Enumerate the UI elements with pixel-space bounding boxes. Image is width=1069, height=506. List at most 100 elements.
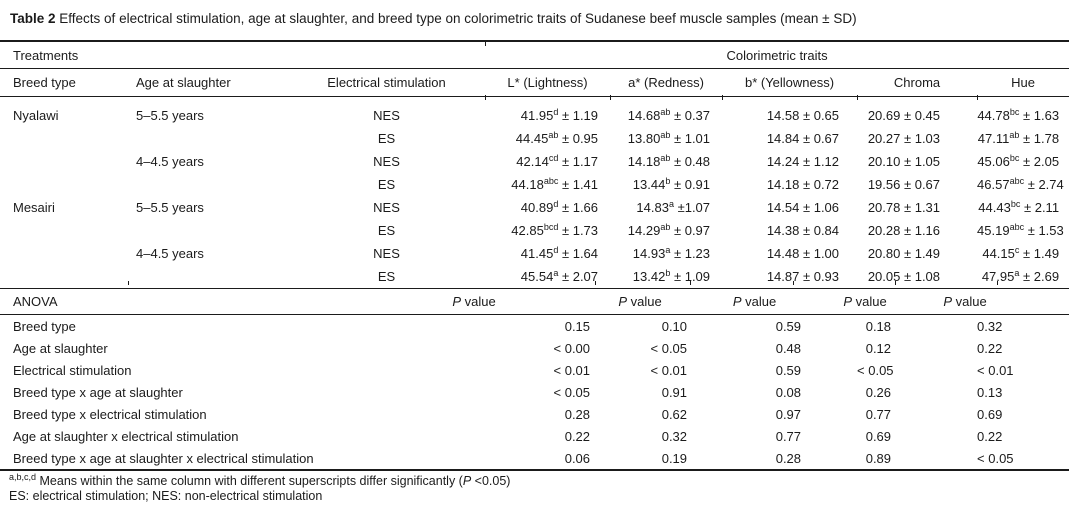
data-rows: Nyalawi 5–5.5 years NES 41.95d ± 1.19 14.68a… [0, 97, 1069, 289]
anova-effect-label: Age at slaughter x electrical stimulatio… [13, 428, 239, 444]
breed-cell [0, 242, 120, 265]
pvalue-p: P [452, 294, 461, 309]
pvalue-p: P [618, 294, 628, 309]
table-row: ES 44.45ab ± 0.95 13.80ab ± 1.01 14.84 ± 0.… [0, 127, 1069, 150]
age-cell [120, 173, 288, 196]
pvalue-word: value [852, 294, 887, 309]
stimulation-cell: NES [373, 108, 400, 123]
age-cell: 4–4.5 years [136, 154, 204, 169]
pvalue-cell-redness: 0.32 [661, 428, 688, 444]
pvalue-cell-lightness: 0.28 [564, 406, 591, 422]
chroma-value-cell: 20.05 ± 1.08 [867, 269, 941, 284]
age-cell [120, 219, 288, 242]
redness-value-cell: 14.83a ±1.07 [636, 199, 711, 216]
pvalue-cell-chroma: 0.18 [865, 318, 892, 334]
pvalue-cell-chroma: 0.77 [865, 406, 892, 422]
chroma-value-cell: 20.10 ± 1.05 [867, 154, 941, 169]
anova-effect-row: Breed type x electrical stimulation 0.28 0… [0, 403, 1069, 425]
pvalue-cell-yellowness: 0.59 [775, 362, 802, 378]
chroma-value-cell: 19.56 ± 0.67 [867, 177, 941, 192]
stimulation-cell: NES [373, 246, 400, 261]
hue-value-cell: 46.57abc ± 2.74 [977, 176, 1064, 193]
anova-effect-label: Breed type x age at slaughter x electric… [13, 450, 314, 466]
anova-effect-label: Breed type x electrical stimulation [13, 406, 207, 422]
treatments-header: Treatments [0, 41, 486, 69]
hue-value-cell: 44.15c ± 1.49 [982, 245, 1060, 262]
age-cell [120, 265, 288, 289]
hue-value-cell: 44.43bc ± 2.11 [978, 199, 1060, 216]
pvalue-cell-chroma: 0.26 [865, 384, 892, 400]
table-row: 4–4.5 years NES 41.45d ± 1.64 14.93a ± 1.23… [0, 242, 1069, 265]
pvalue-cell-hue: < 0.01 [977, 362, 1014, 378]
pvalue-p: P [732, 294, 742, 309]
group-header-row: Treatments Colorimetric traits [0, 41, 1069, 69]
pvalue-word: value [627, 294, 662, 309]
table-row: ES 45.54a ± 2.07 13.42b ± 1.09 14.87 ± 0.93… [0, 265, 1069, 289]
anova-effect-row: Age at slaughter x electrical stimulatio… [0, 425, 1069, 447]
colorimetric-traits-header: Colorimetric traits [485, 41, 1069, 69]
redness-value-cell: 14.29ab ± 0.97 [627, 222, 711, 239]
stimulation-cell: ES [377, 177, 396, 192]
anova-effect-row: Breed type x age at slaughter x electric… [0, 447, 1069, 470]
pvalue-cell-redness: < 0.01 [650, 362, 688, 378]
pvalue-cell-hue: 0.69 [977, 406, 1003, 422]
redness-value-cell: 13.44b ± 0.91 [632, 176, 711, 193]
lightness-value-cell: 41.95d ± 1.19 [520, 107, 599, 124]
hue-value-cell: 47.11ab ± 1.78 [977, 130, 1060, 147]
pvalue-cell-redness: 0.19 [661, 450, 688, 466]
breed-cell [0, 127, 120, 150]
table-caption: Table 2 Effects of electrical stimulatio… [0, 0, 1069, 40]
breed-cell: Mesairi [13, 200, 55, 215]
rule-tick [895, 281, 896, 285]
yellowness-value-cell: 14.18 ± 0.72 [766, 177, 840, 192]
pvalue-cell-lightness: 0.22 [564, 428, 591, 444]
redness-value-cell: 14.18ab ± 0.48 [627, 153, 711, 170]
rule-tick [595, 281, 596, 285]
redness-value-cell: 14.68ab ± 0.37 [627, 107, 711, 124]
anova-effect-row: Breed type 0.15 0.10 0.59 0.18 0.32 [0, 315, 1069, 338]
rule-tick [997, 281, 998, 285]
pvalue-cell-yellowness: 0.59 [775, 318, 802, 334]
pvalue-header-hue: P value [943, 288, 1069, 315]
rule-tick [722, 95, 723, 100]
pvalue-cell-lightness: < 0.00 [553, 340, 591, 356]
anova-header-row: ANOVA P value P value P value P value P … [0, 288, 1069, 315]
table-row: ES 44.18abc ± 1.41 13.44b ± 0.91 14.18 ± 0.… [0, 173, 1069, 196]
pvalue-cell-hue: < 0.05 [977, 450, 1014, 466]
pvalue-cell-hue: 0.13 [977, 384, 1003, 400]
pvalue-cell-yellowness: 0.97 [775, 406, 802, 422]
chroma-value-cell: 20.80 ± 1.49 [867, 246, 941, 261]
pvalue-p: P [843, 294, 853, 309]
rule-tick [793, 281, 794, 285]
yellowness-value-cell: 14.54 ± 1.06 [766, 200, 840, 215]
breed-cell [0, 150, 120, 173]
pvalue-cell-lightness: < 0.01 [553, 362, 591, 378]
pvalue-cell-hue: 0.32 [977, 318, 1003, 334]
table-row: Mesairi 5–5.5 years NES 40.89d ± 1.66 14.83a… [0, 196, 1069, 219]
breed-cell: Nyalawi [13, 108, 59, 123]
breed-cell [0, 265, 120, 289]
hue-value-cell: 44.78bc ± 1.63 [977, 107, 1060, 124]
chroma-value-cell: 20.27 ± 1.03 [867, 131, 941, 146]
chroma-value-cell: 20.78 ± 1.31 [867, 200, 941, 215]
rule-tick [485, 41, 486, 46]
stimulation-cell: ES [377, 269, 396, 284]
table-row: ES 42.85bcd ± 1.73 14.29ab ± 0.97 14.38 ± 0… [0, 219, 1069, 242]
lightness-value-cell: 44.18abc ± 1.41 [511, 176, 599, 193]
pvalue-cell-yellowness: 0.48 [775, 340, 802, 356]
yellowness-value-cell: 14.84 ± 0.67 [766, 131, 840, 146]
rule-tick [610, 95, 611, 100]
anova-effect-row: Electrical stimulation < 0.01 < 0.01 0.59 < … [0, 359, 1069, 381]
stimulation-cell: NES [373, 200, 400, 215]
yellowness-value-cell: 14.87 ± 0.93 [766, 269, 840, 284]
pvalue-cell-hue: 0.22 [977, 428, 1003, 444]
col-header-lightness: L* (Lightness) [485, 68, 611, 97]
rule-tick [128, 281, 129, 285]
age-cell: 5–5.5 years [136, 200, 204, 215]
pvalue-header-redness: P value [610, 288, 723, 315]
footnote-superscripts: a,b,c,d Means within the same column wit… [9, 472, 1057, 489]
data-table: Treatments Colorimetric traits Breed typ… [0, 40, 1069, 471]
breed-cell [0, 173, 120, 196]
footnote-sup-letters: a,b,c,d [9, 472, 37, 482]
